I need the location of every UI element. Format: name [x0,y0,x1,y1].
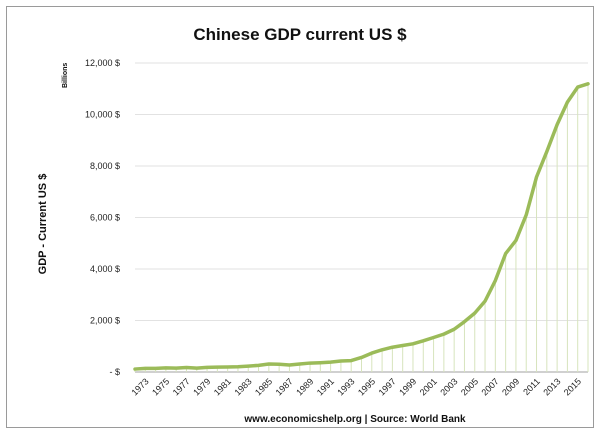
y-tick-label: 10,000 $ [85,110,120,120]
y-tick-label: 4,000 $ [90,264,120,274]
x-tick-label: 2009 [500,376,521,397]
y-tick-label: 8,000 $ [90,161,120,171]
x-tick-label: 1995 [356,376,377,397]
y-axis-ticks: - $ 2,000 $ 4,000 $ 6,000 $ 8,000 $ 10,000 $ 1… [85,58,120,377]
y-axis-label: GDP - Current US $ [37,174,49,275]
y-tick-label: 6,000 $ [90,213,120,223]
y-tick-label: 12,000 $ [85,58,120,68]
y-unit-label: Billions [62,63,69,88]
chart-title: Chinese GDP current US $ [193,25,407,44]
x-tick-label: 1975 [150,376,171,397]
x-tick-label: 1977 [171,376,192,397]
x-tick-label: 1973 [129,376,150,397]
x-tick-label: 1999 [397,376,418,397]
x-tick-label: 2015 [562,376,583,397]
x-tick-label: 1981 [212,376,233,397]
source-note: www.economicshelp.org | Source: World Ba… [243,414,466,425]
x-tick-label: 1987 [274,376,295,397]
x-tick-label: 2005 [459,376,480,397]
x-tick-label: 2013 [541,376,562,397]
x-tick-label: 2011 [521,376,542,397]
x-tick-label: 1985 [253,376,274,397]
gdp-line [135,84,588,369]
x-tick-label: 2003 [438,376,459,397]
x-tick-label: 1991 [315,376,336,397]
x-tick-label: 1997 [377,376,398,397]
x-tick-label: 1983 [232,376,253,397]
y-tick-label: 2,000 $ [90,316,120,326]
x-tick-label: 1979 [191,376,212,397]
y-tick-label: - $ [109,367,120,377]
x-tick-label: 2001 [418,376,439,397]
x-tick-label: 1989 [294,376,315,397]
x-axis-ticks: 1973 1975 1977 1979 1981 1983 1985 1987 1989 1991… [129,376,583,397]
x-tick-label: 2007 [480,376,501,397]
gridlines [135,63,588,372]
x-tick-label: 1993 [335,376,356,397]
